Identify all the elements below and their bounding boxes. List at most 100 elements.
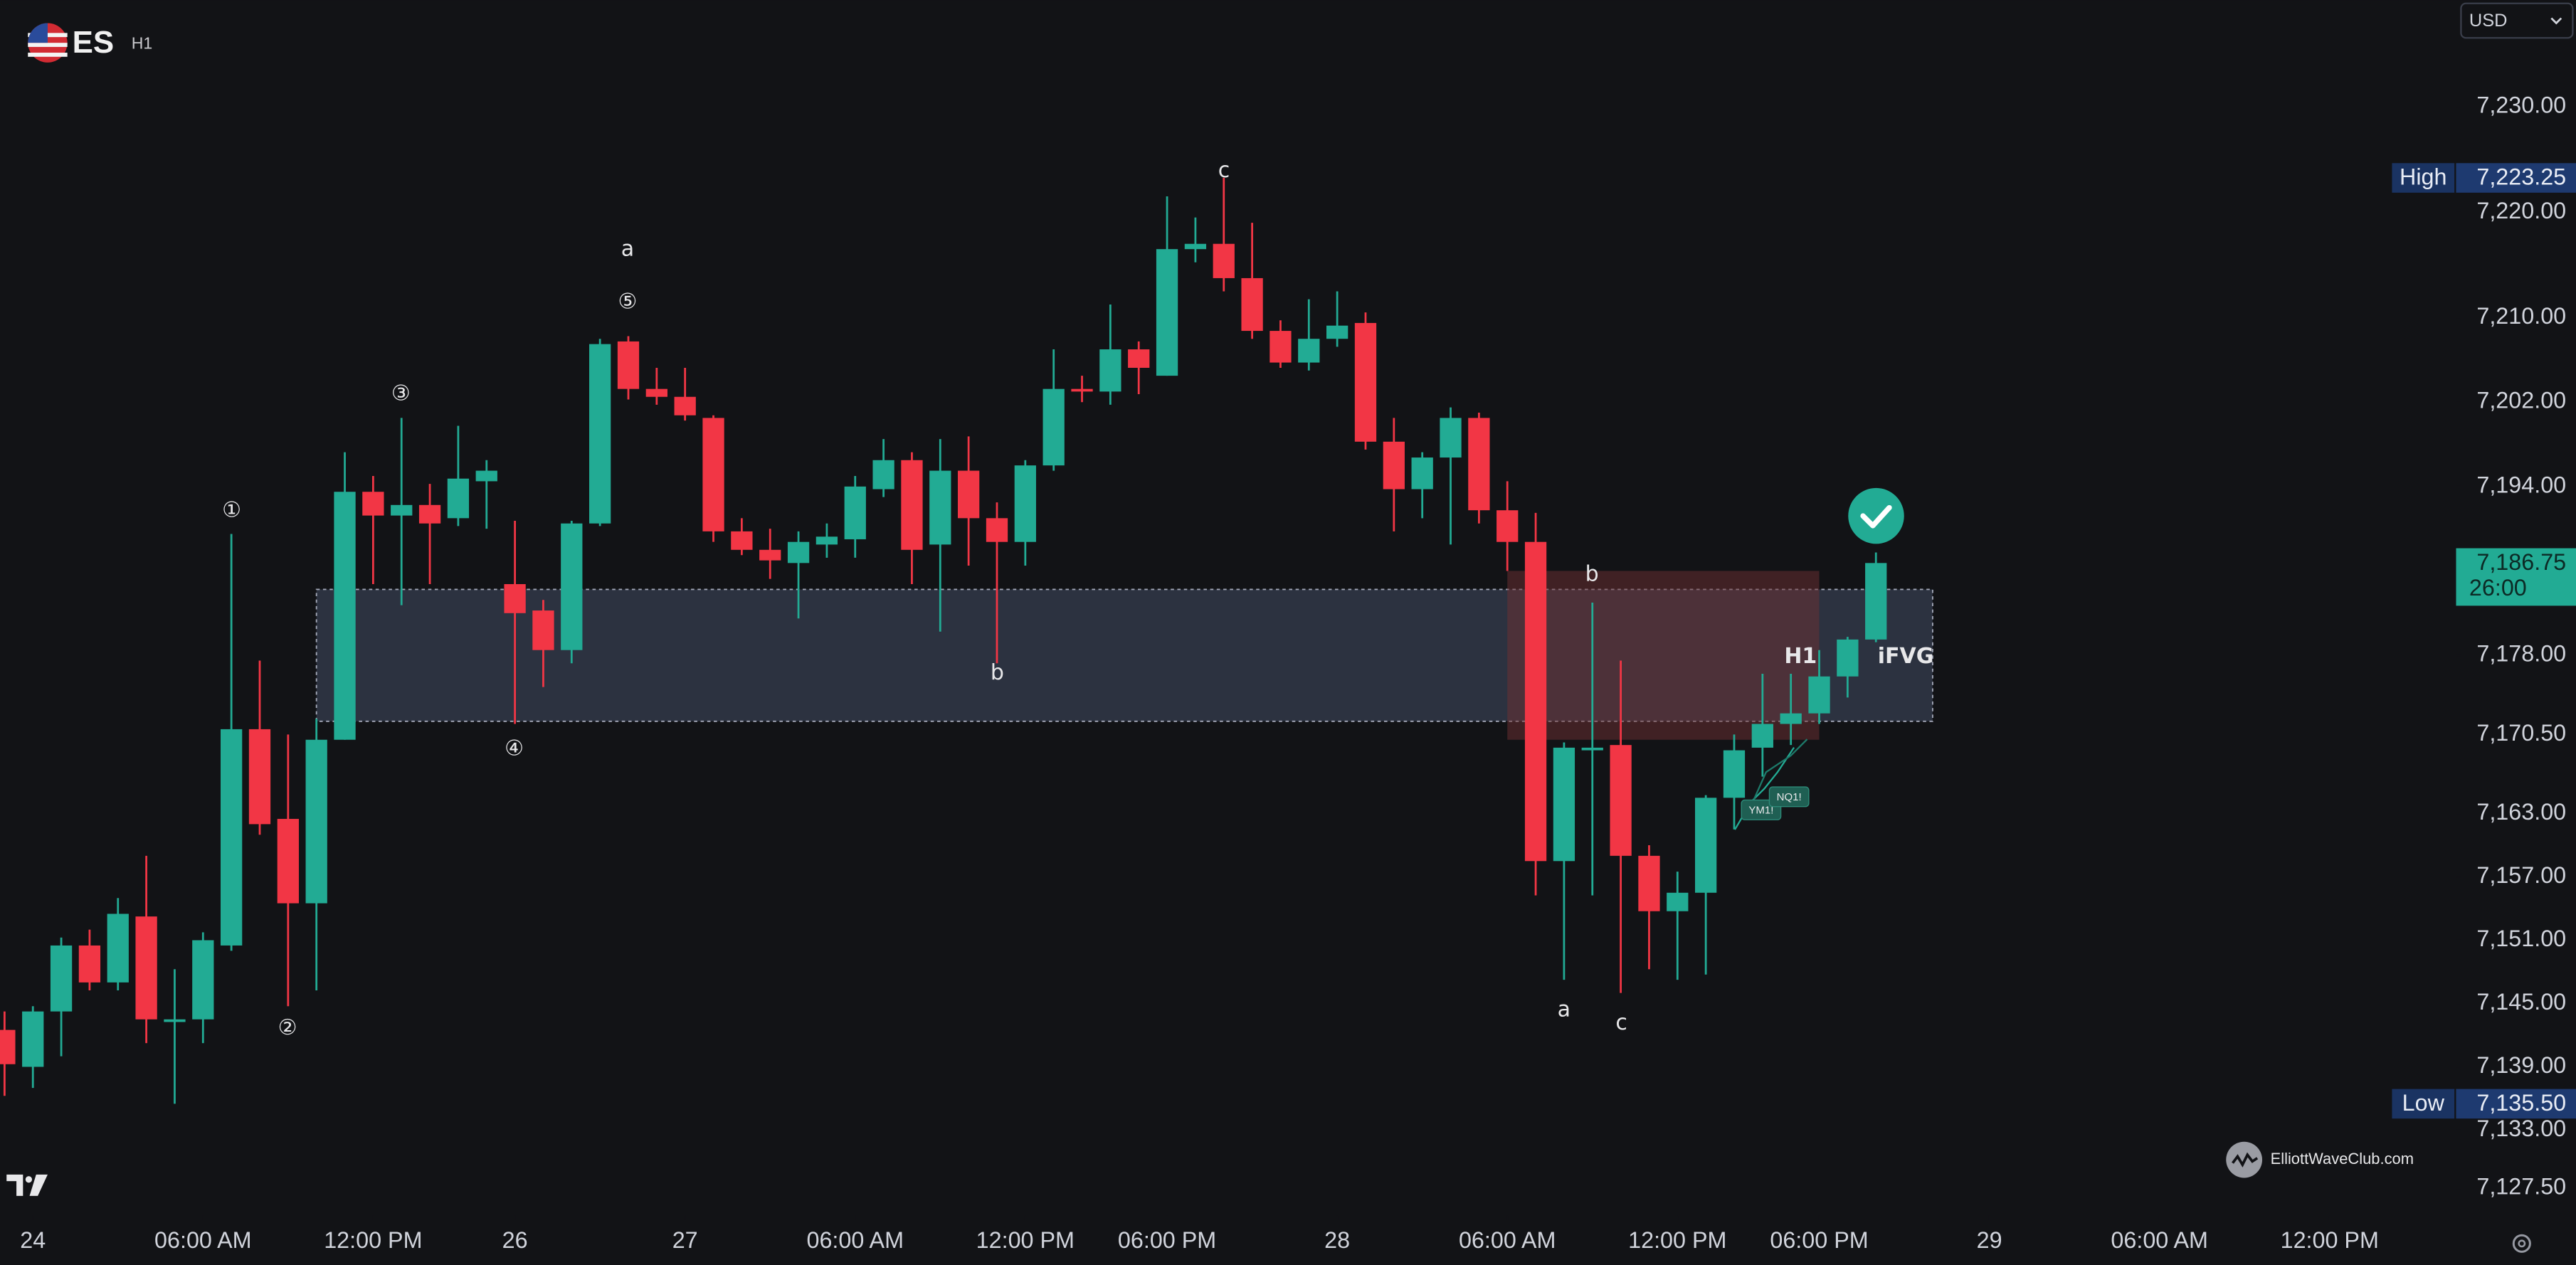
candle-body: [561, 523, 583, 650]
currency-dropdown[interactable]: USD: [2460, 2, 2574, 39]
wave-label: ②: [278, 1015, 297, 1040]
flag-stripe: [28, 53, 68, 57]
flag-canton: [28, 23, 48, 43]
candle-body: [986, 518, 1008, 542]
candle-body: [1524, 541, 1547, 862]
candle-body: [418, 504, 441, 524]
wave-label: a: [1558, 997, 1571, 1022]
watermark-wave: [2232, 1152, 2259, 1168]
candle-body: [589, 344, 611, 524]
candle-body: [248, 729, 271, 825]
y-tick-label: 7,170.50: [2476, 720, 2566, 746]
candle-body: [844, 486, 866, 539]
currency-box[interactable]: [2460, 2, 2574, 39]
candle-body: [475, 470, 497, 482]
x-tick-label: 12:00 PM: [324, 1227, 422, 1253]
candle-body: [1837, 639, 1859, 677]
candle-body: [815, 536, 838, 545]
check-icon: [1848, 487, 1904, 544]
candle-body: [192, 940, 214, 1020]
price-marker-name: High: [2400, 164, 2446, 190]
tv-logo-part: [25, 1176, 33, 1183]
tv-logo-part: [6, 1174, 23, 1196]
x-tick-label: 06:00 AM: [806, 1227, 904, 1253]
wave-label: a: [621, 237, 634, 262]
flag-stripe: [28, 43, 68, 47]
y-tick-label: 7,202.00: [2476, 388, 2566, 413]
y-tick-label: 7,127.50: [2476, 1174, 2566, 1200]
settings-icon[interactable]: [2512, 1234, 2531, 1253]
candle-body: [391, 504, 413, 516]
candle-body: [1184, 243, 1207, 250]
candle-body: [277, 818, 299, 904]
tv-logo: [6, 1174, 48, 1196]
tag-label: NQ1!: [1777, 791, 1802, 803]
candle-body: [872, 460, 894, 489]
candle-body: [1042, 388, 1065, 466]
x-tick-label: 06:00 PM: [1118, 1227, 1216, 1253]
x-tick-label: 12:00 PM: [976, 1227, 1075, 1253]
price-marker-box: [2456, 163, 2576, 193]
candle-body: [1099, 349, 1121, 392]
candle-body: [50, 945, 73, 1012]
candle-body: [1241, 277, 1263, 332]
candle-body: [164, 1019, 186, 1022]
candle-body: [929, 470, 951, 545]
candle-body: [1723, 750, 1746, 798]
tag-line: [1746, 739, 1808, 817]
candle-body: [1071, 388, 1093, 392]
countdown: 26:00: [2469, 575, 2527, 600]
wave-label: ⑤: [618, 289, 637, 314]
tv-logo-part: [29, 1174, 48, 1196]
candle-body: [1581, 747, 1603, 751]
candle-body: [1496, 510, 1519, 542]
candle-body: [674, 396, 696, 416]
x-tick-label: 06:00 PM: [1770, 1227, 1868, 1253]
candle-body: [135, 916, 157, 1020]
wave-label: b: [991, 660, 1004, 685]
candle-body: [1751, 724, 1773, 748]
wave-label: ①: [222, 498, 241, 523]
candle-body: [1014, 465, 1036, 542]
y-tick-label: 7,151.00: [2476, 926, 2566, 951]
candle-body: [617, 341, 640, 389]
y-tick-label: 7,163.00: [2476, 799, 2566, 825]
wave-label: ④: [505, 736, 524, 761]
candle-body: [107, 914, 129, 983]
gear-hub[interactable]: [2518, 1239, 2526, 1248]
y-tick-label: 7,194.00: [2476, 472, 2566, 497]
y-tick-label: 7,145.00: [2476, 989, 2566, 1015]
candle-body: [1269, 331, 1292, 363]
candle-body: [22, 1011, 44, 1067]
candle-body: [1667, 892, 1689, 911]
dropdown-caret[interactable]: [2550, 17, 2562, 25]
check-circle: [1848, 487, 1904, 544]
y-tick-label: 7,230.00: [2476, 92, 2566, 117]
currency[interactable]: USD: [2469, 11, 2508, 31]
price-marker-name: Low: [2402, 1090, 2445, 1116]
x-tick-label: 12:00 PM: [2281, 1227, 2379, 1253]
y-tick-label: 7,157.00: [2476, 862, 2566, 888]
candle-body: [1610, 745, 1632, 856]
candle-body: [645, 388, 667, 397]
candle-body: [1326, 325, 1348, 339]
candle-body: [1865, 563, 1887, 640]
candle-body: [1411, 457, 1433, 489]
candle-body: [1213, 243, 1235, 278]
check-mark: [1860, 504, 1892, 529]
current-price-label: 7,186.75: [2476, 549, 2566, 575]
candle-body: [334, 492, 356, 740]
candle-body: [532, 610, 554, 650]
price-marker-label: 7,135.50: [2476, 1090, 2566, 1116]
symbol-logo: [28, 23, 68, 63]
wave-label: ③: [391, 381, 411, 406]
gear-ring[interactable]: [2512, 1234, 2531, 1253]
candle-body: [1638, 855, 1660, 911]
candle-body: [1553, 747, 1575, 862]
candle-body: [78, 945, 101, 983]
candle-body: [1440, 418, 1462, 458]
y-tick-label: 7,210.00: [2476, 303, 2566, 329]
x-tick-label: 27: [672, 1227, 698, 1253]
